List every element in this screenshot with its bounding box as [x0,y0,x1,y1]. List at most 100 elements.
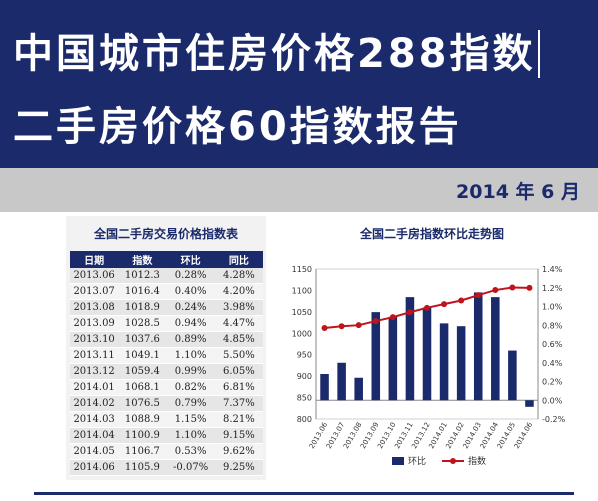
cell-date: 2013.09 [70,315,119,332]
table-header-mom: 环比 [166,251,215,268]
mom-trend-chart-panel: 全国二手房指数环比走势图 800 850 900 950 1000 1050 1100 115… [284,216,580,480]
right-axis-tick-label: 0.2% [542,378,563,387]
index-point [321,325,328,332]
table-header-row: 日期 指数 环比 同比 [70,251,263,268]
index-point [475,292,482,299]
cell-mom: 0.94% [166,315,215,332]
report-title-line2: 二手房价格60指数报告 [13,104,462,150]
report-title-line1: 中国城市住房价格288指数 [13,31,536,77]
table-row: 2013.07 1016.4 0.40% 4.20% [70,283,263,300]
table-row: 2013.08 1018.9 0.24% 3.98% [70,299,263,316]
mom-bar [337,362,346,401]
cell-date: 2013.10 [70,331,119,348]
cell-index: 1100.9 [118,427,167,444]
left-axis-tick-label: 950 [297,351,312,360]
index-point [372,318,379,325]
index-point [526,284,533,291]
right-axis-tick-label: 0.0% [542,396,563,405]
cell-yoy: 3.98% [214,299,263,316]
cell-mom: -0.07% [166,459,215,476]
cell-index: 1068.1 [118,379,167,396]
table-title: 全国二手房交易价格指数表 [93,227,238,241]
cell-date: 2013.12 [70,363,119,380]
cell-date: 2014.02 [70,395,119,412]
legend-label-mom: 环比 [408,455,426,467]
price-index-table-panel: 全国二手房交易价格指数表 日期 指数 环比 同比 2013.06 1012.3 0.… [66,216,266,480]
date-bar: 2014 年 6 月 [0,168,598,212]
cell-date: 2014.01 [70,379,119,396]
cell-yoy: 4.20% [214,283,263,300]
cell-index: 1059.4 [118,363,167,380]
cell-mom: 0.40% [166,283,215,300]
cell-mom: 0.99% [166,363,215,380]
mom-bar [456,326,466,401]
mom-trend-chart: 800 850 900 950 1000 1050 1100 1150 -0.2% 0.0% 0.2… [292,265,566,467]
index-point [389,314,396,321]
mom-bar [422,307,432,401]
table-row: 2013.10 1037.6 0.89% 4.85% [70,331,263,348]
left-axis-tick-label: 1000 [292,329,312,338]
cell-date: 2013.06 [70,268,119,284]
price-index-table: 日期 指数 环比 同比 2013.06 1012.3 0.28% 4.28% 2013.… [70,251,263,476]
index-point [424,304,430,311]
cell-yoy: 8.21% [214,411,263,428]
table-header-index: 指数 [118,251,167,268]
table-row: 2014.06 1105.9 -0.07% 9.25% [70,459,263,476]
cell-index: 1037.6 [118,331,167,348]
cell-mom: 1.10% [166,347,215,364]
cell-yoy: 9.62% [214,443,263,460]
cell-index: 1012.3 [118,268,167,284]
cell-date: 2013.11 [70,347,119,364]
footer-divider [34,492,574,495]
cell-date: 2014.04 [70,427,119,444]
table-header-date: 日期 [70,251,119,268]
cell-index: 1018.9 [118,299,167,316]
left-axis-tick-label: 800 [297,415,312,424]
left-axis-tick-label: 850 [297,394,312,403]
table-row: 2014.05 1106.7 0.53% 9.62% [70,443,263,460]
right-axis-tick-label: 0.4% [542,359,563,368]
index-point [492,287,499,294]
cell-mom: 0.89% [166,331,215,348]
index-point [406,309,413,316]
mom-bar [371,312,381,401]
table-row: 2014.03 1088.9 1.15% 8.21% [70,411,263,428]
table-row: 2013.11 1049.1 1.10% 5.50% [70,347,263,364]
right-axis-tick-label: 1.0% [542,303,563,312]
mom-bar [508,350,517,401]
mom-bar [439,323,449,401]
table-row: 2013.12 1059.4 0.99% 6.05% [70,363,263,380]
left-axis-tick-label: 900 [297,372,312,381]
index-point [355,322,362,329]
cell-mom: 1.15% [166,411,215,428]
cell-yoy: 9.25% [214,459,263,476]
table-row: 2014.04 1100.9 1.10% 9.15% [70,427,263,444]
index-point [458,297,465,304]
cell-date: 2014.03 [70,411,119,428]
title-divider [538,30,540,78]
left-axis-tick-label: 1050 [292,308,312,317]
report-date: 2014 年 6 月 [456,181,580,203]
mom-bar [354,377,363,401]
legend-swatch-mom [392,457,404,465]
mom-bar [491,297,500,401]
cell-date: 2013.08 [70,299,119,316]
cell-mom: 0.82% [166,379,215,396]
cell-date: 2013.07 [70,283,119,300]
title-banner: 中国城市住房价格288指数 二手房价格60指数报告 [0,0,598,168]
right-axis-tick-label: 1.4% [542,265,563,274]
cell-mom: 0.24% [166,299,215,316]
cell-index: 1016.4 [118,283,167,300]
chart-title: 全国二手房指数环比走势图 [359,227,504,241]
cell-index: 1028.5 [118,315,167,332]
cell-yoy: 4.47% [214,315,263,332]
cell-date: 2014.06 [70,459,119,476]
cell-yoy: 5.50% [214,347,263,364]
mom-bar [320,374,329,401]
cell-yoy: 9.15% [214,427,263,444]
table-row: 2013.09 1028.5 0.94% 4.47% [70,315,263,332]
legend-label-index: 指数 [468,455,486,467]
cell-yoy: 6.05% [214,363,263,380]
mom-bar [405,297,415,401]
cell-index: 1105.9 [118,459,167,476]
